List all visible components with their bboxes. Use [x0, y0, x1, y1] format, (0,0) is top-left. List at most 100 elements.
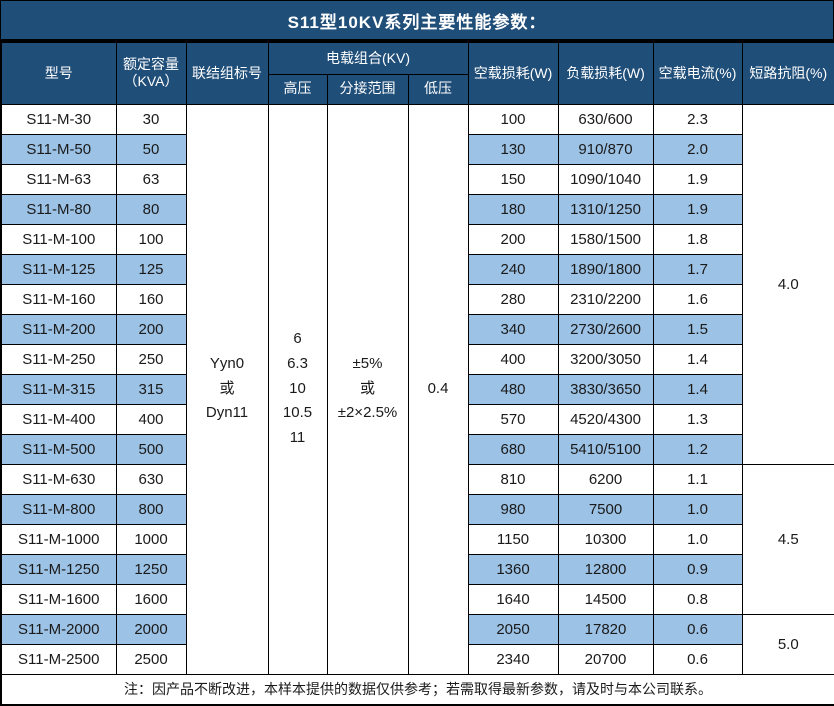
impedance-group-cell: 4.0 [741, 103, 834, 465]
table-body: S11-M-30 30 Yyn0 或 Dyn11 6 6.3 10 10.5 11 ±5% 或 ±2×2… [0, 103, 834, 675]
col-header-capacity-line1: 额定容量 [123, 55, 179, 72]
capacity-cell: 800 [115, 493, 187, 525]
load-loss-cell: 1090/1040 [557, 163, 654, 195]
table-row: S11-M-50 50 130 910/870 2.0 [0, 133, 834, 165]
no-load-current-cell: 2.3 [652, 103, 743, 135]
load-loss-cell: 7500 [557, 493, 654, 525]
impedance-group-cell: 4.5 [741, 463, 834, 615]
table-row: S11-M-1250 1250 1360 12800 0.9 [0, 553, 834, 585]
capacity-cell: 2000 [115, 613, 187, 645]
table-row: S11-M-500 500 680 5410/5100 1.2 [0, 433, 834, 465]
capacity-cell: 160 [115, 283, 187, 315]
model-cell: S11-M-1250 [0, 553, 117, 585]
impedance-group-cell: 5.0 [741, 613, 834, 675]
model-cell: S11-M-80 [0, 193, 117, 225]
table-row: S11-M-630 630 810 6200 1.1 4.5 [0, 463, 834, 615]
no-load-current-cell: 1.4 [652, 343, 743, 375]
model-cell: S11-M-250 [0, 343, 117, 375]
model-cell: S11-M-630 [0, 463, 117, 495]
table-header: 型号 额定容量 （KVA） 联结组标号 电载组合(KV) 空载损耗(W) 负载损… [0, 41, 834, 105]
model-cell: S11-M-400 [0, 403, 117, 435]
vector-group-cell-line: 或 [219, 379, 235, 397]
no-load-loss-cell: 680 [467, 433, 559, 465]
table-row: S11-M-100 100 200 1580/1500 1.8 [0, 223, 834, 255]
no-load-current-cell: 1.1 [652, 463, 743, 495]
capacity-cell: 1600 [115, 583, 187, 615]
lv-cell: 0.4 [407, 103, 469, 675]
capacity-cell: 80 [115, 193, 187, 225]
load-loss-cell: 2310/2200 [557, 283, 654, 315]
hv-cell: 6 6.3 10 10.5 11 [267, 103, 328, 675]
no-load-loss-cell: 130 [467, 133, 559, 165]
no-load-current-cell: 2.0 [652, 133, 743, 165]
capacity-cell: 630 [115, 463, 187, 495]
col-header-lv: 低压 [407, 73, 469, 105]
hv-cell-line: 6 [293, 330, 302, 348]
col-header-impedance: 短路抗阻(%) [741, 41, 834, 105]
model-cell: S11-M-125 [0, 253, 117, 285]
col-header-voltage-combo: 电载组合(KV) [267, 41, 469, 75]
tap-range-cell-line: 或 [359, 379, 375, 397]
no-load-loss-cell: 1360 [467, 553, 559, 585]
hv-cell-line: 10.5 [282, 404, 313, 422]
capacity-cell: 400 [115, 403, 187, 435]
load-loss-cell: 1890/1800 [557, 253, 654, 285]
no-load-loss-cell: 2340 [467, 643, 559, 675]
no-load-loss-cell: 980 [467, 493, 559, 525]
no-load-current-cell: 1.9 [652, 163, 743, 195]
capacity-cell: 100 [115, 223, 187, 255]
col-header-no-load-current: 空载电流(%) [652, 41, 743, 105]
model-cell: S11-M-800 [0, 493, 117, 525]
model-cell: S11-M-200 [0, 313, 117, 345]
no-load-current-cell: 1.8 [652, 223, 743, 255]
no-load-loss-cell: 400 [467, 343, 559, 375]
page-title: S11型10KV系列主要性能参数： [0, 0, 834, 41]
capacity-cell: 50 [115, 133, 187, 165]
load-loss-cell: 910/870 [557, 133, 654, 165]
col-header-tap-range: 分接范围 [326, 73, 409, 105]
load-loss-cell: 6200 [557, 463, 654, 495]
model-cell: S11-M-2500 [0, 643, 117, 675]
no-load-loss-cell: 1150 [467, 523, 559, 555]
table-row: S11-M-1600 1600 1640 14500 0.8 [0, 583, 834, 615]
footer-row: 注：因产品不断改进，本样本提供的数据仅供参考；若需取得最新参数，请及时与本公司联… [0, 673, 834, 706]
capacity-cell: 200 [115, 313, 187, 345]
capacity-cell: 125 [115, 253, 187, 285]
load-loss-cell: 14500 [557, 583, 654, 615]
capacity-cell: 1250 [115, 553, 187, 585]
no-load-current-cell: 0.8 [652, 583, 743, 615]
no-load-loss-cell: 150 [467, 163, 559, 195]
model-cell: S11-M-2000 [0, 613, 117, 645]
footer-note: 注：因产品不断改进，本样本提供的数据仅供参考；若需取得最新参数，请及时与本公司联… [0, 673, 834, 706]
model-cell: S11-M-63 [0, 163, 117, 195]
load-loss-cell: 1580/1500 [557, 223, 654, 255]
capacity-cell: 315 [115, 373, 187, 405]
table-row: S11-M-800 800 980 7500 1.0 [0, 493, 834, 525]
col-header-vector-group: 联结组标号 [185, 41, 269, 105]
col-header-hv: 高压 [267, 73, 328, 105]
load-loss-cell: 20700 [557, 643, 654, 675]
no-load-loss-cell: 200 [467, 223, 559, 255]
load-loss-cell: 17820 [557, 613, 654, 645]
vector-group-cell: Yyn0 或 Dyn11 [185, 103, 269, 675]
hv-cell-line: 6.3 [287, 354, 308, 372]
no-load-loss-cell: 180 [467, 193, 559, 225]
model-cell: S11-M-315 [0, 373, 117, 405]
model-cell: S11-M-30 [0, 103, 117, 135]
load-loss-cell: 3830/3650 [557, 373, 654, 405]
table-row: S11-M-63 63 150 1090/1040 1.9 [0, 163, 834, 195]
vector-group-cell-line: Dyn11 [205, 404, 249, 422]
load-loss-cell: 1310/1250 [557, 193, 654, 225]
capacity-cell: 30 [115, 103, 187, 135]
model-cell: S11-M-100 [0, 223, 117, 255]
hv-cell-line: 10 [289, 379, 306, 397]
col-header-capacity: 额定容量 （KVA） [115, 41, 187, 105]
model-cell: S11-M-160 [0, 283, 117, 315]
load-loss-cell: 5410/5100 [557, 433, 654, 465]
no-load-current-cell: 1.5 [652, 313, 743, 345]
load-loss-cell: 4520/4300 [557, 403, 654, 435]
load-loss-cell: 2730/2600 [557, 313, 654, 345]
no-load-current-cell: 1.0 [652, 523, 743, 555]
capacity-cell: 250 [115, 343, 187, 375]
